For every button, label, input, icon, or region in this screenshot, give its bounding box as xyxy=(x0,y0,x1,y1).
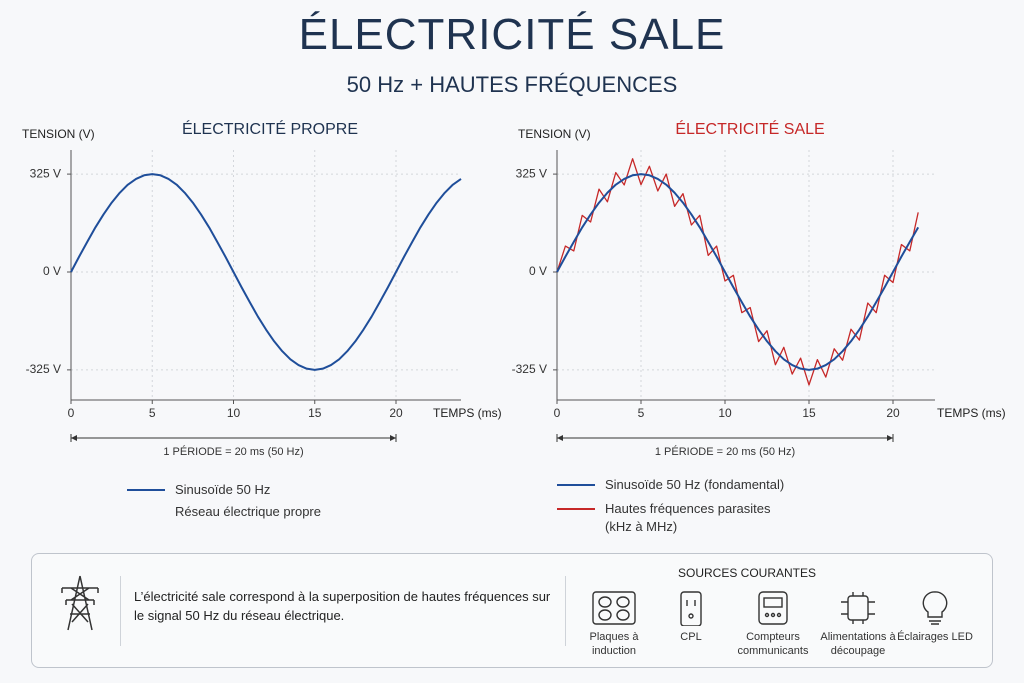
y-axis-label: TENSION (V) xyxy=(518,127,591,141)
charts: ÉLECTRICITÉ PROPRE TENSION (V) TEMPS (ms) 3… xyxy=(22,119,1006,458)
x-tick-label: 5 xyxy=(638,406,645,420)
legend-item: Sinusoïde 50 Hz (fondamental) xyxy=(557,476,797,494)
legend-item: Sinusoïde 50 Hz xyxy=(127,481,347,499)
source-label: Compteurs communicants xyxy=(737,631,809,657)
x-tick-label: 0 xyxy=(554,406,561,420)
x-axis-label: TEMPS (ms) xyxy=(433,406,502,420)
x-tick-label: 5 xyxy=(149,406,156,420)
source-label: Alimentations à découpage xyxy=(820,631,896,657)
series-line xyxy=(70,173,462,371)
y-tick-label: -325 V xyxy=(512,362,547,376)
chart-title: ÉLECTRICITÉ SALE xyxy=(675,119,824,138)
source-label: Éclairages LED xyxy=(897,631,973,643)
source-item: Éclairages LED xyxy=(893,590,977,644)
legend: Sinusoïde 50 Hz Réseau électrique propre xyxy=(127,481,347,521)
legend-swatch xyxy=(557,508,595,510)
page-title: ÉLECTRICITÉ SALE xyxy=(298,10,726,59)
series-line xyxy=(556,173,920,371)
plc-icon xyxy=(680,591,702,626)
meter-icon xyxy=(758,591,788,625)
led-icon xyxy=(922,591,948,625)
source-item: CPL xyxy=(649,590,733,644)
source-label: Plaques à induction xyxy=(589,631,639,657)
legend-label: Hautes fréquences parasites (kHz à MHz) xyxy=(605,501,771,534)
info-text: L’électricité sale correspond à la super… xyxy=(134,589,551,623)
divider xyxy=(565,576,566,646)
source-item: Plaques à induction xyxy=(572,590,656,658)
y-tick-label: 325 V xyxy=(516,166,547,180)
period-label: 1 PÉRIODE = 20 ms (50 Hz) xyxy=(655,445,795,458)
y-tick-label: -325 V xyxy=(26,362,61,376)
induction-icon xyxy=(592,591,636,625)
source-item: Compteurs communicants xyxy=(731,590,815,658)
page-subtitle: 50 Hz + HAUTES FRÉQUENCES xyxy=(346,72,678,97)
x-axis-label: TEMPS (ms) xyxy=(937,406,1006,420)
x-tick-label: 20 xyxy=(886,406,900,420)
y-tick-label: 325 V xyxy=(30,166,61,180)
source-item: Alimentations à découpage xyxy=(816,590,900,658)
pylon-icon xyxy=(61,575,99,631)
legend-item: Hautes fréquences parasites (kHz à MHz) xyxy=(557,500,797,536)
power-supply-icon xyxy=(841,592,875,624)
x-tick-label: 15 xyxy=(308,406,322,420)
y-axis-label: TENSION (V) xyxy=(22,127,95,141)
x-tick-label: 0 xyxy=(68,406,75,420)
legend-swatch xyxy=(557,484,595,486)
chart-title: ÉLECTRICITÉ PROPRE xyxy=(182,119,358,138)
divider xyxy=(120,576,121,646)
x-tick-label: 10 xyxy=(718,406,732,420)
x-tick-label: 20 xyxy=(389,406,403,420)
period-label: 1 PÉRIODE = 20 ms (50 Hz) xyxy=(163,445,303,458)
y-tick-label: 0 V xyxy=(529,264,547,278)
legend-label: Sinusoïde 50 Hz (fondamental) xyxy=(605,477,785,492)
legend: Sinusoïde 50 Hz (fondamental) Hautes fréq… xyxy=(557,476,797,542)
legend-note: Réseau électrique propre xyxy=(175,504,321,519)
source-label: CPL xyxy=(680,631,702,643)
sources-title: SOURCES COURANTES xyxy=(677,566,817,580)
info-box: L’électricité sale correspond à la super… xyxy=(31,553,993,668)
x-tick-label: 10 xyxy=(227,406,241,420)
legend-swatch xyxy=(127,489,165,491)
x-tick-label: 15 xyxy=(802,406,816,420)
legend-label: Sinusoïde 50 Hz xyxy=(175,482,271,497)
y-tick-label: 0 V xyxy=(43,264,61,278)
